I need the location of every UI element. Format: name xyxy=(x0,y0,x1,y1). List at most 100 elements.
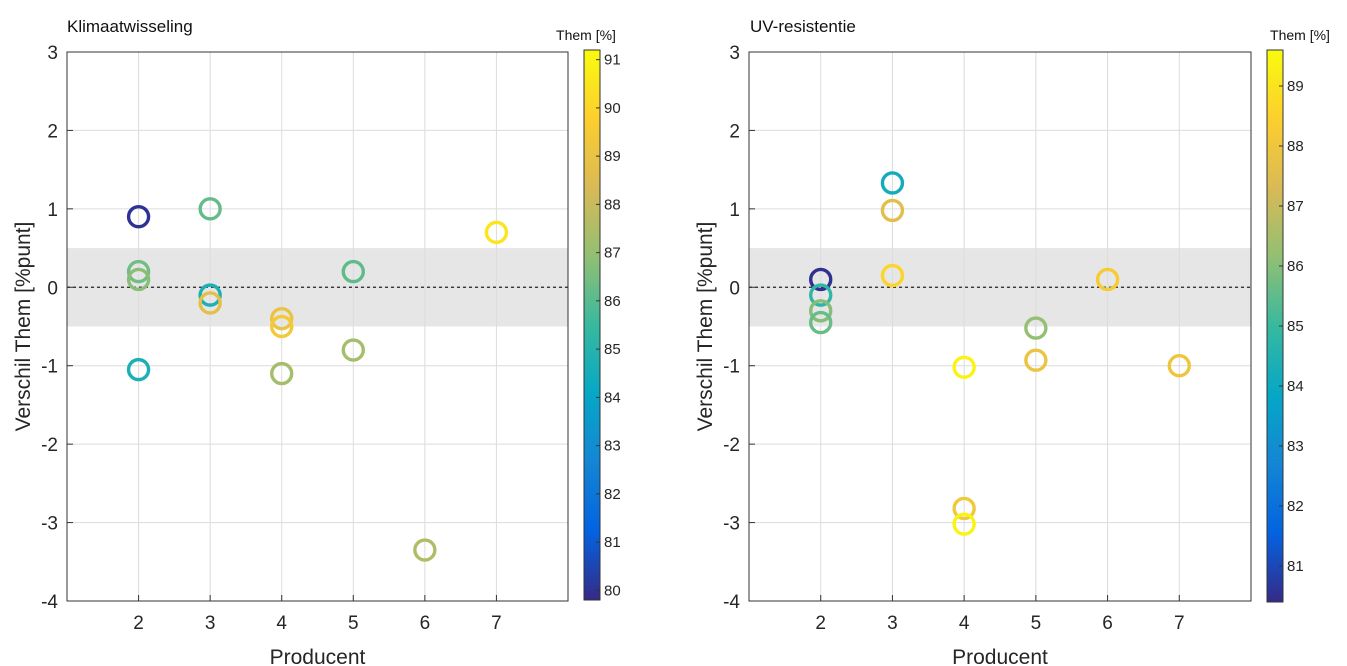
y-tick-label: 1 xyxy=(47,200,58,221)
data-point xyxy=(809,283,833,307)
data-point xyxy=(809,267,833,292)
colorbar-tick-labels: 91 90 89 88 87 86 85 84 83 82 81 80 xyxy=(596,52,621,599)
x-tick-label: 5 xyxy=(1031,613,1042,634)
y-tick-label: 2 xyxy=(729,121,740,142)
colorbar-tick-label: 82 xyxy=(1287,498,1304,515)
y-tick-label: -3 xyxy=(41,514,58,535)
y-tick-label: -4 xyxy=(41,592,58,613)
x-tick-labels: 2 3 4 5 6 7 xyxy=(815,595,1185,634)
data-point xyxy=(952,496,976,521)
colorbar-tick-label: 81 xyxy=(1287,558,1304,575)
data-point xyxy=(198,197,222,221)
colorbar-tick-label: 84 xyxy=(604,389,621,406)
y-tick-label: -4 xyxy=(723,592,740,613)
panel-uv-resistentie: 2 3 4 5 6 7 3 2 1 0 -1 -2 -3 -4 UV-resistentie Produ… xyxy=(694,17,1330,666)
data-point xyxy=(341,338,365,362)
y-tick-label: -1 xyxy=(723,357,740,378)
colorbar-tick-label: 83 xyxy=(604,438,621,455)
data-point xyxy=(880,263,905,288)
data-point xyxy=(341,259,365,284)
x-tick-labels: 2 3 4 5 6 7 xyxy=(133,595,502,634)
chart-title: Klimaatwisseling xyxy=(67,17,193,36)
data-point xyxy=(880,198,905,223)
data-point xyxy=(270,361,294,386)
x-tick-label: 7 xyxy=(491,613,502,634)
data-point xyxy=(1024,316,1048,340)
data-point xyxy=(880,171,905,195)
x-tick-label: 6 xyxy=(1102,613,1113,634)
data-point xyxy=(270,314,294,339)
y-tick-labels: 3 2 1 0 -1 -2 -3 -4 xyxy=(41,43,73,613)
data-point xyxy=(809,310,833,335)
chart-title: UV-resistentie xyxy=(750,17,856,36)
x-tick-label: 7 xyxy=(1174,613,1185,634)
colorbar-tick-label: 82 xyxy=(604,486,621,503)
colorbar-tick-label: 85 xyxy=(604,341,621,358)
data-point xyxy=(126,259,151,284)
colorbar-tick-label: 80 xyxy=(604,582,621,599)
x-axis-label: Producent xyxy=(952,646,1048,666)
y-tick-label: 3 xyxy=(47,43,58,64)
colorbar-tick-label: 87 xyxy=(1287,198,1304,215)
x-tick-label: 4 xyxy=(959,613,970,634)
colorbar-title: Them [%] xyxy=(556,27,616,43)
colorbar-tick-label: 88 xyxy=(1287,138,1304,155)
data-point xyxy=(484,220,509,245)
colorbar-tick-label: 87 xyxy=(604,245,621,262)
data-point xyxy=(1095,267,1120,292)
y-tick-label: -3 xyxy=(723,514,740,535)
data-point xyxy=(1024,348,1048,372)
colorbar xyxy=(583,49,601,601)
x-tick-label: 3 xyxy=(205,613,216,634)
panel-klimaatwisseling: 2 3 4 5 6 7 3 2 1 0 -1 -2 -3 -4 Klimaatwisseling Pro… xyxy=(12,17,621,666)
data-point xyxy=(126,357,151,382)
data-point xyxy=(952,355,976,379)
colorbar-tick-label: 83 xyxy=(1287,438,1304,455)
x-tick-label: 6 xyxy=(420,613,431,634)
y-tick-label: -2 xyxy=(41,435,58,456)
y-tick-label: -1 xyxy=(41,357,58,378)
colorbar-tick-label: 89 xyxy=(604,148,621,165)
data-point xyxy=(126,204,151,229)
y-tick-label: 2 xyxy=(47,121,58,142)
y-axis-label: Verschil Them [%punt] xyxy=(12,222,35,432)
data-point xyxy=(809,299,833,323)
y-tick-labels: 3 2 1 0 -1 -2 -3 -4 xyxy=(723,43,755,613)
y-tick-label: 0 xyxy=(47,278,58,299)
data-point xyxy=(198,283,222,307)
y-axis-label: Verschil Them [%punt] xyxy=(694,222,717,432)
colorbar-tick-label: 86 xyxy=(604,293,621,310)
x-tick-label: 5 xyxy=(348,613,359,634)
colorbar-tick-label: 89 xyxy=(1287,78,1304,95)
axes-frame xyxy=(66,51,569,602)
data-points xyxy=(126,197,509,562)
data-point xyxy=(270,306,294,331)
x-tick-label: 3 xyxy=(887,613,898,634)
data-point xyxy=(413,538,437,562)
data-points xyxy=(809,171,1191,536)
colorbar-tick-labels: 89 88 87 86 85 84 83 82 81 xyxy=(1279,78,1304,575)
x-tick-label: 2 xyxy=(133,613,144,634)
x-axis-label: Producent xyxy=(270,646,366,666)
axes-frame xyxy=(748,51,1252,602)
colorbar-tick-label: 84 xyxy=(1287,378,1304,395)
colorbar-tick-label: 90 xyxy=(604,100,621,117)
colorbar-tick-label: 81 xyxy=(604,534,621,551)
colorbar-tick-label: 86 xyxy=(1287,258,1304,275)
y-tick-label: 3 xyxy=(729,43,740,64)
data-point xyxy=(1167,354,1191,378)
y-tick-label: -2 xyxy=(723,435,740,456)
y-tick-label: 0 xyxy=(729,278,740,299)
colorbar-tick-label: 88 xyxy=(604,196,621,213)
data-point xyxy=(198,291,222,315)
x-tick-label: 4 xyxy=(276,613,287,634)
colorbar-tick-label: 91 xyxy=(604,52,621,69)
data-point xyxy=(952,512,976,536)
colorbar-title: Them [%] xyxy=(1270,27,1330,43)
x-tick-label: 2 xyxy=(815,613,826,634)
data-point xyxy=(126,267,151,292)
colorbar-tick-label: 85 xyxy=(1287,318,1304,335)
y-tick-label: 1 xyxy=(729,200,740,221)
